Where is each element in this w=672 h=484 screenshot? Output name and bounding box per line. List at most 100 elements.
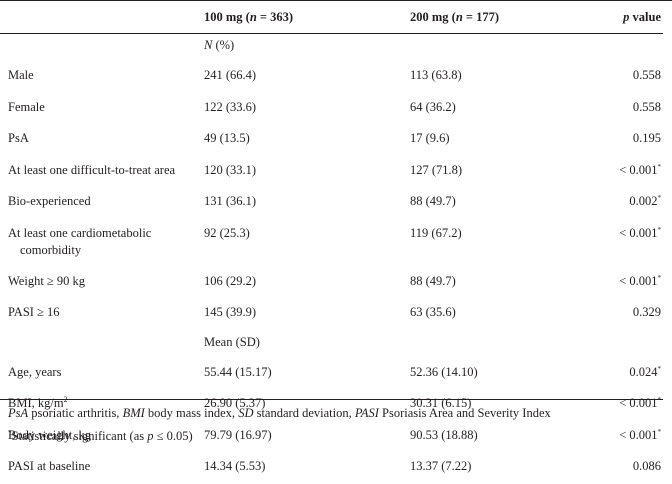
row-label: Bio-experienced bbox=[0, 187, 204, 219]
value-200mg: 13.37 (7.22) bbox=[410, 459, 472, 473]
significance-mark: * bbox=[657, 225, 662, 234]
p-value-text: < 0.001 bbox=[619, 162, 658, 177]
table-row: Female 122 (33.6) 64 (36.2) 0.558 bbox=[0, 93, 663, 125]
row-label-continuation: comorbidity bbox=[20, 242, 82, 257]
section-label-tail: (%) bbox=[212, 38, 235, 52]
p-value: < 0.001* bbox=[616, 219, 663, 267]
table-row: Bio-experienced 131 (36.1) 88 (49.7) 0.002* bbox=[0, 187, 663, 219]
section-label-italic: N bbox=[204, 38, 213, 52]
value-100mg: 55.44 (15.17) bbox=[204, 364, 272, 379]
significance-footnote: *Statistically significant (as p ≤ 0.05) bbox=[8, 428, 193, 443]
value-100mg: 106 (29.2) bbox=[204, 273, 257, 288]
p-value-text: < 0.001 bbox=[619, 427, 658, 442]
section-label-text: Mean (SD) bbox=[204, 334, 260, 349]
abbreviation-definition: standard deviation, bbox=[253, 406, 355, 420]
section-spacer bbox=[410, 330, 616, 358]
value-200mg: 17 (9.6) bbox=[410, 131, 450, 145]
p-value: 0.024* bbox=[616, 358, 663, 390]
value-200mg: 127 (71.8) bbox=[410, 162, 463, 177]
table-row: Age, years 55.44 (15.17) 52.36 (14.10) 0.02… bbox=[0, 358, 663, 390]
value-100mg: 92 (25.3) bbox=[204, 225, 250, 240]
row-label: At least one difficult-to-treat area bbox=[0, 156, 204, 188]
table-bottom-rule bbox=[0, 399, 663, 400]
abbreviation-term: PASI bbox=[354, 406, 379, 420]
p-value-text: 0.195 bbox=[632, 131, 661, 145]
abbreviation-definition: Psoriasis Area and Severity Index bbox=[378, 406, 551, 420]
row-label: Age, years bbox=[0, 358, 204, 390]
p-value: 0.558 bbox=[616, 93, 663, 125]
abbreviation-footnote: PsA psoriatic arthritis, BMI body mass i… bbox=[8, 405, 668, 421]
significance-mark: * bbox=[657, 193, 662, 202]
table-row: At least one difficult-to-treat area 120 … bbox=[0, 156, 663, 188]
row-label-text: At least one cardiometabolic bbox=[8, 225, 152, 240]
p-value-text: 0.002 bbox=[629, 194, 658, 208]
row-label: PASI at baseline bbox=[0, 452, 204, 484]
table-header-row: 100 mg (n = 363) 200 mg (n = 177) p valu… bbox=[0, 9, 663, 33]
row-label-text: Bio-experienced bbox=[8, 194, 91, 208]
p-value-text: 0.086 bbox=[632, 459, 661, 473]
value-200mg: 64 (36.2) bbox=[410, 99, 456, 114]
value-100mg: 14.34 (5.53) bbox=[204, 459, 266, 473]
p-value-text: 0.558 bbox=[632, 99, 661, 114]
significance-mark: * bbox=[657, 427, 662, 436]
value-100mg: 79.79 (16.97) bbox=[204, 427, 272, 442]
significance-mark: * bbox=[657, 273, 662, 282]
table-row: Male 241 (66.4) 113 (63.8) 0.558 bbox=[0, 61, 663, 93]
value-200mg: 88 (49.7) bbox=[410, 273, 456, 288]
value-200mg: 90.53 (18.88) bbox=[410, 427, 478, 442]
value-200mg: 63 (35.6) bbox=[410, 305, 456, 319]
p-value: 0.558 bbox=[616, 61, 663, 93]
p-value: 0.086 bbox=[616, 452, 663, 484]
p-value: < 0.001* bbox=[616, 156, 663, 188]
section-label: N (%) bbox=[204, 33, 410, 61]
table-top-rule bbox=[0, 0, 672, 1]
row-label: PsA bbox=[0, 124, 204, 156]
row-label-text: Female bbox=[8, 99, 45, 114]
table-row: PASI at baseline 14.34 (5.53) 13.37 (7.22)… bbox=[0, 452, 663, 484]
header-p-value: p value bbox=[623, 10, 661, 24]
significance-mark: * bbox=[657, 364, 662, 373]
p-value-text: 0.024 bbox=[629, 364, 658, 379]
p-value-text: < 0.001 bbox=[619, 273, 658, 288]
section-spacer bbox=[0, 33, 204, 61]
value-200mg: 52.36 (14.10) bbox=[410, 364, 478, 379]
row-label: Weight ≥ 90 kg bbox=[0, 267, 204, 299]
p-value: 0.002* bbox=[616, 187, 663, 219]
table-row: PASI ≥ 16 145 (39.9) 63 (35.6) 0.329 bbox=[0, 298, 663, 330]
p-value-text: 0.329 bbox=[632, 305, 661, 319]
header-200mg: 200 mg (n = 177) bbox=[410, 10, 500, 24]
significance-mark: * bbox=[657, 162, 662, 171]
table-row: Body weight, kg 79.79 (16.97) 90.53 (18.88… bbox=[0, 421, 663, 453]
section-spacer bbox=[616, 330, 663, 358]
value-200mg: 88 (49.7) bbox=[410, 194, 456, 208]
section-label: Mean (SD) bbox=[204, 330, 410, 358]
p-value: 0.329 bbox=[616, 298, 663, 330]
row-label-text: PASI at baseline bbox=[8, 459, 91, 473]
value-200mg: 119 (67.2) bbox=[410, 225, 462, 240]
row-label: PASI ≥ 16 bbox=[0, 298, 204, 330]
abbreviation-definition: body mass index, bbox=[144, 406, 239, 420]
abbreviation-definition: psoriatic arthritis, bbox=[28, 406, 123, 420]
header-label-cell bbox=[0, 9, 204, 33]
abbreviation-term: PsA bbox=[8, 406, 29, 420]
row-label: Body weight, kg bbox=[0, 421, 204, 453]
abbreviation-term: BMI bbox=[122, 406, 145, 420]
value-100mg: 145 (39.9) bbox=[204, 305, 257, 319]
section-spacer bbox=[0, 330, 204, 358]
section-row: N (%) bbox=[0, 33, 663, 61]
row-label-text: Male bbox=[8, 68, 34, 82]
value-100mg: 49 (13.5) bbox=[204, 131, 250, 145]
header-100mg: 100 mg (n = 363) bbox=[204, 10, 294, 24]
p-value: < 0.001* bbox=[616, 267, 663, 299]
p-value: 0.195 bbox=[616, 124, 663, 156]
row-label: Female bbox=[0, 93, 204, 125]
value-100mg: 241 (66.4) bbox=[204, 68, 257, 82]
section-spacer bbox=[616, 33, 663, 61]
section-spacer bbox=[410, 33, 616, 61]
abbreviation-term: SD bbox=[238, 406, 254, 420]
row-label: At least one cardiometabolic comorbidity bbox=[0, 219, 204, 267]
section-row: Mean (SD) bbox=[0, 330, 663, 358]
header-rule bbox=[0, 33, 663, 34]
p-value: < 0.001* bbox=[616, 421, 663, 453]
row-label-text: Age, years bbox=[8, 364, 62, 379]
